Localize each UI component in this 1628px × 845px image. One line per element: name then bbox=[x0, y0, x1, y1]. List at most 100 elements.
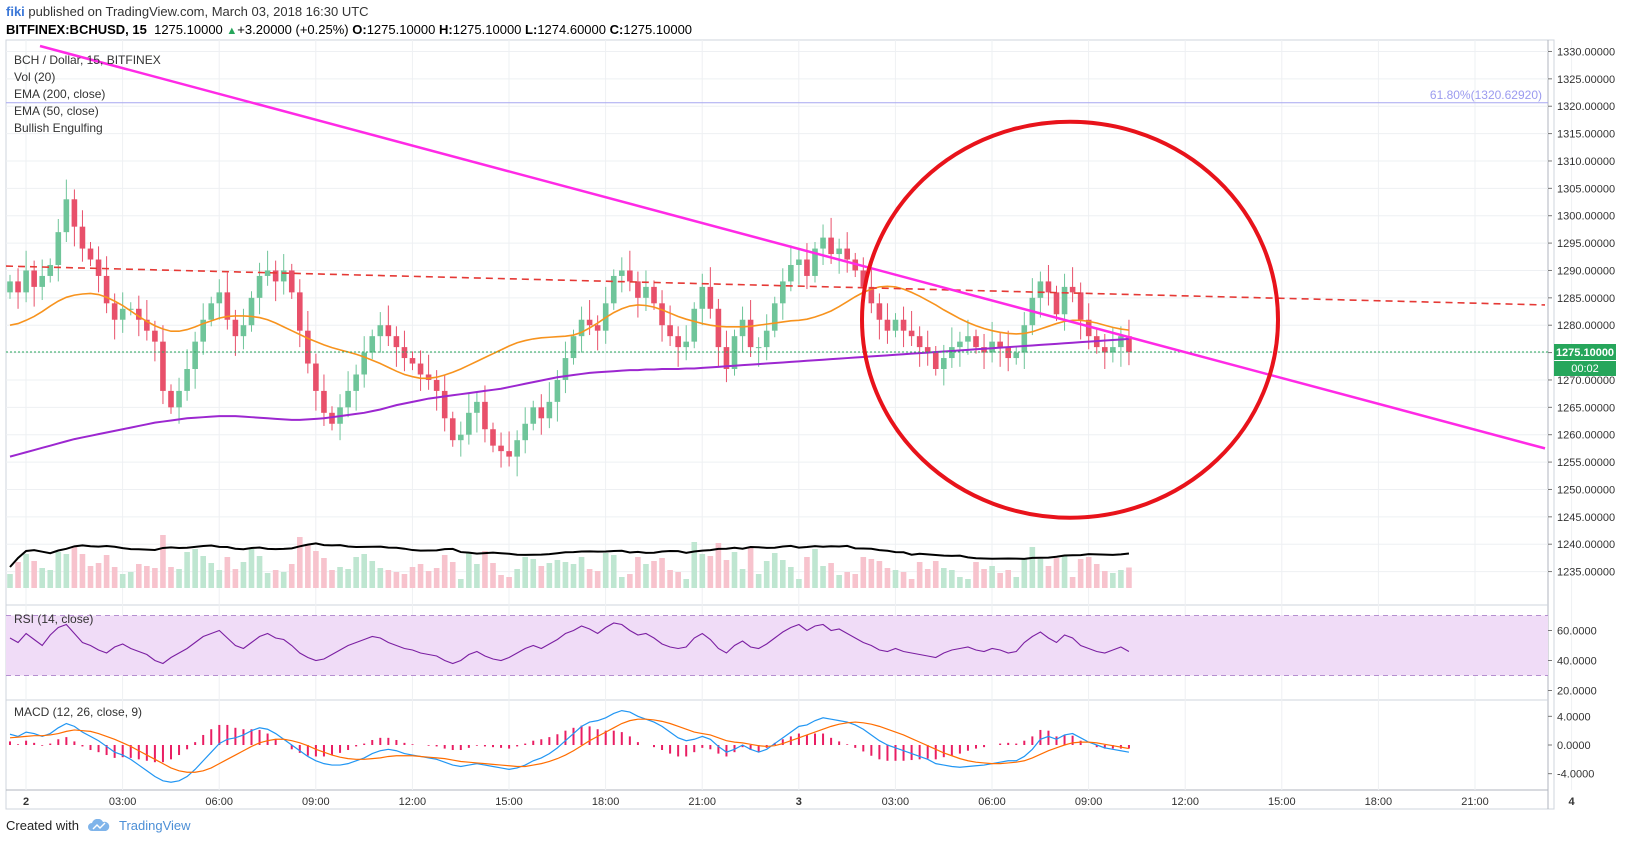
tradingview-link[interactable]: TradingView bbox=[118, 818, 191, 833]
volume-bar bbox=[256, 556, 263, 588]
volume-bar bbox=[1045, 566, 1052, 588]
highlight-circle[interactable] bbox=[860, 119, 1280, 520]
time-tick-label: 4 bbox=[1569, 796, 1576, 808]
volume-bar bbox=[723, 560, 730, 588]
volume-bar bbox=[594, 571, 601, 588]
candle-body bbox=[828, 237, 834, 255]
legend-ema50[interactable]: EMA (50, close) bbox=[14, 104, 99, 118]
candle-body bbox=[1053, 292, 1060, 315]
candle-body bbox=[474, 401, 480, 413]
volume-bar bbox=[924, 569, 931, 588]
volume-bar bbox=[715, 543, 722, 588]
price-tick-label: 1235.00000 bbox=[1557, 567, 1615, 579]
candle-body bbox=[15, 281, 21, 293]
volume-bar bbox=[667, 570, 673, 588]
time-tick-label: 21:00 bbox=[1461, 796, 1489, 808]
volume-bar bbox=[55, 552, 62, 588]
volume-bar bbox=[305, 544, 311, 588]
volume-bar bbox=[458, 579, 464, 588]
volume-bar bbox=[804, 557, 810, 588]
candle-body bbox=[771, 303, 778, 331]
volume-bar bbox=[449, 562, 456, 588]
candle-body bbox=[79, 226, 86, 249]
volume-bar bbox=[417, 564, 424, 588]
volume-bar bbox=[1029, 547, 1036, 588]
candle-body bbox=[723, 347, 730, 370]
candle-body bbox=[763, 330, 770, 348]
volume-bar bbox=[997, 573, 1003, 588]
price-tick-label: 1305.00000 bbox=[1557, 183, 1615, 195]
candle-body bbox=[586, 319, 593, 326]
volume-bar bbox=[31, 561, 37, 588]
price-tick-label: 1300.00000 bbox=[1557, 211, 1615, 223]
author-name[interactable]: fiki bbox=[6, 4, 25, 19]
candle-body bbox=[256, 275, 263, 298]
volume-bar bbox=[916, 562, 923, 588]
current-price-badge: 1275.10000 bbox=[1556, 347, 1614, 359]
rsi-tick-label: 20.0000 bbox=[1557, 686, 1597, 698]
candle-body bbox=[619, 270, 625, 276]
volume-bar bbox=[1126, 567, 1132, 588]
volume-bar bbox=[1069, 577, 1076, 588]
legend-volume[interactable]: Vol (20) bbox=[14, 70, 55, 84]
candle-body bbox=[1069, 286, 1076, 293]
price-tick-label: 1245.00000 bbox=[1557, 512, 1615, 524]
candle-body bbox=[111, 303, 118, 320]
candle-body bbox=[47, 264, 54, 276]
downtrend-line[interactable] bbox=[39, 44, 1546, 450]
candle-body bbox=[780, 281, 786, 304]
candle-body bbox=[1102, 347, 1108, 353]
volume-bar bbox=[908, 579, 915, 588]
candle-body bbox=[924, 347, 931, 353]
volume-bar bbox=[385, 570, 392, 588]
rsi-legend[interactable]: RSI (14, close) bbox=[14, 612, 93, 626]
candle-body bbox=[369, 336, 376, 353]
volume-bar bbox=[1118, 570, 1124, 588]
rsi-line bbox=[9, 622, 1130, 665]
volume-bar bbox=[441, 555, 448, 588]
candle-body bbox=[119, 308, 126, 320]
volume-bar bbox=[337, 567, 343, 588]
volume-bar bbox=[691, 542, 698, 588]
candle-body bbox=[23, 270, 29, 293]
candle-body bbox=[820, 237, 826, 249]
legend-pattern[interactable]: Bullish Engulfing bbox=[14, 121, 103, 135]
candle-body bbox=[860, 270, 867, 287]
candle-body bbox=[409, 358, 416, 364]
volume-bar bbox=[369, 561, 376, 588]
time-tick-label: 06:00 bbox=[205, 796, 233, 808]
volume-bar bbox=[949, 570, 955, 588]
volume-bar bbox=[1013, 577, 1020, 588]
candle-body bbox=[39, 275, 45, 287]
volume-bar bbox=[297, 537, 303, 588]
resistance-line[interactable] bbox=[5, 265, 1546, 306]
candle-body bbox=[1085, 319, 1092, 337]
volume-bar bbox=[39, 568, 45, 588]
macd-histogram bbox=[9, 724, 1130, 763]
volume-bar bbox=[208, 563, 215, 588]
volume-bar bbox=[586, 569, 593, 588]
candle-body bbox=[554, 379, 561, 402]
volume-bar bbox=[739, 569, 746, 588]
candle-body bbox=[900, 319, 907, 331]
candle-body bbox=[957, 341, 963, 348]
volume-bar bbox=[498, 575, 504, 588]
macd-legend[interactable]: MACD (12, 26, close, 9) bbox=[14, 705, 142, 719]
macd-tick-label: 4.0000 bbox=[1557, 711, 1591, 723]
candle-timer-badge: 00:02 bbox=[1571, 363, 1599, 375]
price-tick-label: 1330.00000 bbox=[1557, 46, 1615, 58]
legend-title[interactable]: BCH / Dollar, 15, BITFINEX bbox=[14, 53, 161, 67]
volume-bar bbox=[216, 570, 223, 588]
candle-body bbox=[458, 434, 464, 441]
volume-bars bbox=[7, 535, 1132, 588]
candle-body bbox=[71, 199, 78, 227]
time-tick-label: 18:00 bbox=[592, 796, 620, 808]
legend-ema200[interactable]: EMA (200, close) bbox=[14, 87, 105, 101]
price-tick-label: 1260.00000 bbox=[1557, 430, 1615, 442]
candle-body bbox=[466, 412, 472, 435]
price-tick-label: 1250.00000 bbox=[1557, 484, 1615, 496]
volume-bar bbox=[248, 549, 255, 588]
candle-body bbox=[498, 445, 504, 452]
volume-bar bbox=[796, 579, 802, 588]
